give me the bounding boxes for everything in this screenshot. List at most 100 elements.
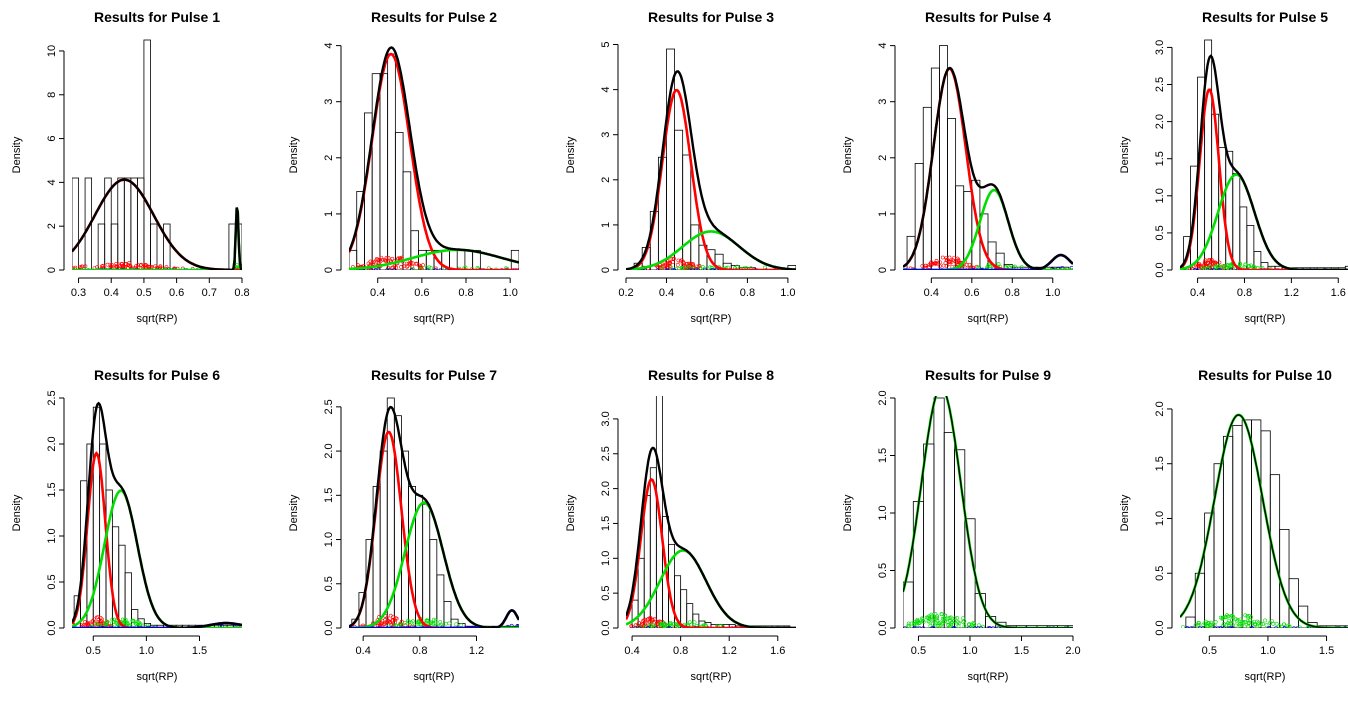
data-point — [694, 268, 698, 270]
y-axis-label: Density — [1119, 136, 1131, 173]
data-point — [962, 624, 967, 628]
data-point — [1225, 613, 1229, 618]
data-point — [964, 262, 969, 267]
data-point — [1228, 268, 1233, 270]
plot-area — [903, 396, 1073, 628]
data-point — [500, 268, 504, 270]
data-point — [96, 615, 101, 619]
x-tick-label: 1.6 — [770, 645, 785, 657]
data-point — [711, 268, 715, 270]
data-point — [459, 626, 463, 628]
panel-title: Results for Pulse 4 — [925, 9, 1051, 25]
x-tick-label: 0.4 — [1190, 287, 1205, 299]
data-point — [691, 262, 696, 267]
data-point — [1343, 626, 1347, 628]
x-tick-label: 0.6 — [169, 287, 184, 299]
data-point — [678, 259, 683, 264]
y-tick-label: 1.5 — [46, 482, 58, 497]
data-point — [993, 268, 998, 270]
y-tick-label: 2.5 — [46, 390, 58, 405]
panel-title: Results for Pulse 1 — [94, 9, 220, 25]
y-tick-label: 2.0 — [46, 436, 58, 451]
data-point — [937, 264, 942, 269]
y-tick-label: 1.0 — [877, 505, 889, 520]
data-point — [444, 621, 449, 626]
data-point — [119, 268, 123, 270]
x-tick-label: 0.6 — [964, 287, 979, 299]
data-point — [1070, 268, 1073, 270]
panel-title: Results for Pulse 2 — [371, 9, 497, 25]
total-density-curve — [349, 46, 519, 264]
data-point — [1013, 626, 1018, 628]
x-tick-label: 1.6 — [1331, 287, 1346, 299]
data-point — [1247, 614, 1252, 618]
data-point — [961, 616, 965, 621]
histogram-bar — [436, 574, 445, 628]
data-point — [481, 268, 486, 270]
data-point — [1202, 260, 1207, 265]
data-point — [100, 617, 105, 622]
data-point — [85, 622, 90, 627]
data-point — [666, 265, 671, 270]
data-point — [1323, 268, 1328, 270]
data-point — [1063, 268, 1068, 270]
data-point — [105, 619, 110, 624]
data-point — [182, 268, 187, 270]
total-density-curve — [1180, 54, 1348, 270]
histogram-bar — [402, 171, 412, 270]
data-point — [1195, 264, 1200, 268]
data-point — [665, 259, 670, 264]
component-density-curve — [903, 396, 1073, 628]
data-point — [913, 268, 918, 270]
data-point — [929, 263, 933, 268]
data-point — [947, 616, 952, 621]
histogram-bar — [714, 253, 724, 270]
y-tick-label: 0.0 — [877, 620, 889, 635]
y-tick-label: 2 — [323, 155, 335, 161]
x-tick-label: 0.8 — [234, 287, 249, 299]
histogram-bar — [680, 589, 688, 628]
data-point — [89, 626, 94, 628]
data-point — [917, 626, 922, 628]
data-point — [356, 263, 360, 268]
data-point — [1228, 626, 1233, 628]
data-point — [689, 622, 694, 627]
data-point — [939, 612, 944, 616]
plot-area — [903, 45, 1073, 270]
data-point — [929, 268, 933, 270]
total-density-curve — [626, 70, 796, 270]
x-tick-label: 0.8 — [1237, 287, 1252, 299]
data-point — [1217, 260, 1222, 265]
data-point — [390, 256, 395, 261]
data-point — [471, 626, 475, 628]
x-tick-label: 1.5 — [1014, 645, 1029, 657]
data-point — [1300, 268, 1304, 270]
x-tick-label: 0.5 — [86, 645, 101, 657]
component-density-curve — [626, 88, 796, 270]
panel-title: Results for Pulse 5 — [1202, 9, 1328, 25]
data-point — [1344, 268, 1348, 270]
data-point — [979, 626, 983, 628]
histogram-bar — [682, 154, 692, 270]
data-point — [778, 626, 782, 628]
x-tick-label: 0.4 — [356, 645, 371, 657]
data-point — [764, 268, 769, 270]
x-tick-label: 1.0 — [503, 287, 518, 299]
component-density-curve — [1180, 88, 1348, 270]
data-point — [431, 617, 436, 622]
data-point — [1211, 261, 1216, 266]
data-point — [1312, 268, 1317, 270]
data-point — [477, 268, 482, 270]
data-point — [1227, 618, 1231, 623]
data-point — [514, 626, 519, 628]
data-point — [1295, 626, 1300, 628]
data-point — [783, 626, 787, 628]
data-point — [702, 268, 707, 270]
data-point — [426, 621, 431, 626]
data-point — [425, 268, 430, 270]
data-point — [1251, 265, 1256, 269]
data-point — [185, 268, 189, 270]
y-tick-label: 0 — [600, 267, 612, 273]
y-axis: 0.0 0.5 1.0 1.5 2.0 Density — [842, 390, 896, 636]
x-tick-label: 0.8 — [412, 645, 427, 657]
